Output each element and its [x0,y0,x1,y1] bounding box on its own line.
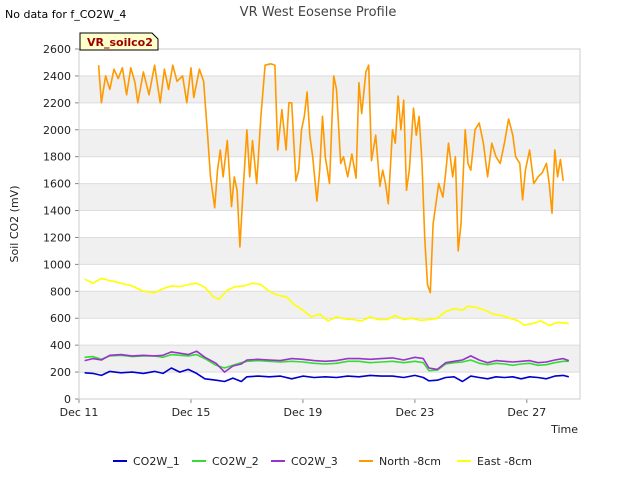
series-line-co2w-2 [84,353,569,372]
x-tick-label: Dec 27 [507,406,546,419]
grid-band [79,264,580,292]
site-tag: VR_soilco2 [79,32,159,51]
y-axis-ticks: 0 200 400 600 800 1000 1200 1400 1600 1800 2000 220… [43,43,79,406]
x-tick-label: Dec 23 [395,406,434,419]
no-data-note: No data for f_CO2W_4 [5,8,126,21]
chart-title: VR West Eosense Profile [240,5,397,20]
y-tick-label: 200 [50,366,71,379]
grid-band [79,237,580,265]
site-tag-label: VR_soilco2 [87,36,153,49]
legend-item: North -8cm [359,455,441,468]
site-tag-box [79,32,159,51]
y-tick-label: 400 [50,339,71,352]
legend-item: CO2W_3 [271,455,338,468]
series-lines [84,63,570,383]
legend-label: CO2W_1 [133,455,180,468]
legend-label: North -8cm [379,455,441,468]
x-axis-title: Time [550,423,578,436]
grid-band [79,183,580,211]
series-line-co2w-1 [84,367,569,383]
grid-band [79,345,580,373]
y-tick-label: 1600 [43,178,71,191]
y-tick-label: 0 [64,393,71,406]
y-tick-label: 2200 [43,97,71,110]
series-line-co2w-3 [84,350,570,373]
y-tick-label: 1400 [43,205,71,218]
grid-band [79,210,580,238]
y-tick-label: 1800 [43,151,71,164]
x-tick-label: Dec 11 [60,406,99,419]
legend-label: CO2W_2 [212,455,259,468]
grid-band [79,49,580,76]
x-axis-ticks: Dec 11 Dec 15 Dec 19 Dec 23 Dec 27 [60,399,546,419]
grid-band [79,129,580,157]
grid-bands [79,48,580,400]
y-tick-label: 2000 [43,124,71,137]
y-tick-label: 1200 [43,231,71,244]
x-tick-label: Dec 19 [284,406,323,419]
legend-item: East -8cm [457,455,532,468]
legend: CO2W_1 CO2W_2 CO2W_3 North -8cm East -8cm [113,455,532,468]
x-tick-label: Dec 15 [172,406,211,419]
y-tick-label: 600 [50,312,71,325]
y-axis-title: Soil CO2 (mV) [8,186,21,263]
legend-item: CO2W_1 [113,455,180,468]
grid-band [79,318,580,346]
y-tick-label: 800 [50,285,71,298]
grid-band [79,291,580,319]
grid-band [79,102,580,130]
legend-label: CO2W_3 [291,455,338,468]
y-tick-label: 2600 [43,43,71,56]
series-line-east-8cm [84,277,569,327]
legend-label: East -8cm [477,455,532,468]
legend-item: CO2W_2 [192,455,259,468]
grid-band [79,372,580,399]
plot-frame [78,48,581,400]
y-tick-label: 1000 [43,258,71,271]
y-tick-label: 2400 [43,70,71,83]
series-line-north-8cm [97,63,564,294]
grid-band [79,75,580,103]
